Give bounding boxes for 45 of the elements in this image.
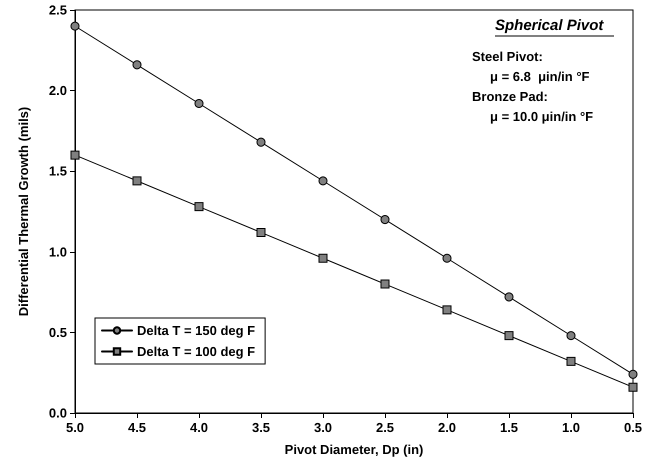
point: [442, 305, 452, 314]
annotation: Bronze Pad:: [472, 89, 548, 104]
point: [566, 331, 576, 340]
y-axis-title: Differential Thermal Growth (mils): [16, 106, 31, 316]
y-tick-label: 2.5: [48, 2, 67, 18]
x-tick-label: 5.0: [66, 420, 84, 435]
x-tick-label: 2.0: [438, 420, 456, 435]
annotation: μ = 6.8 μin/in °F: [490, 69, 590, 84]
legend-label: Delta T = 100 deg F: [137, 344, 256, 359]
annotation: Steel Pivot:: [472, 49, 543, 64]
point: [194, 202, 204, 212]
x-tick-label: 3.0: [314, 420, 332, 435]
annotation: Spherical Pivot: [495, 17, 604, 34]
point: [380, 280, 390, 289]
point: [132, 60, 142, 70]
y-tick-label: 1.5: [48, 164, 67, 179]
point: [380, 215, 390, 224]
x-tick-label: 2.5: [376, 420, 394, 435]
x-tick-label: 4.5: [128, 420, 146, 435]
x-tick-label: 1.0: [562, 420, 580, 435]
point: [132, 176, 142, 186]
point: [318, 176, 328, 186]
point: [628, 382, 638, 392]
y-tick-label: 0.0: [48, 406, 67, 420]
point: [70, 150, 80, 160]
point: [256, 138, 266, 147]
x-tick-label: 3.5: [252, 420, 270, 435]
x-axis-title: Pivot Diameter, Dp (in): [284, 442, 424, 457]
x-tick-label: 0.5: [624, 420, 642, 435]
y-tick-label: 1.0: [48, 244, 67, 260]
x-tick-label: 4.0: [190, 420, 208, 435]
legend-label: Delta T = 150 deg F: [137, 323, 256, 338]
point: [504, 331, 514, 340]
point: [628, 370, 638, 379]
y-tick-label: 0.5: [48, 324, 67, 340]
annotation: μ = 10.0 μin/in °F: [490, 109, 594, 124]
point: [70, 22, 80, 31]
point: [504, 292, 514, 302]
point: [318, 254, 328, 263]
y-tick-label: 2.0: [48, 83, 67, 98]
point: [566, 356, 576, 366]
point: [442, 254, 452, 263]
point: [194, 99, 204, 108]
point: [256, 228, 266, 237]
x-tick-label: 1.5: [500, 420, 518, 435]
